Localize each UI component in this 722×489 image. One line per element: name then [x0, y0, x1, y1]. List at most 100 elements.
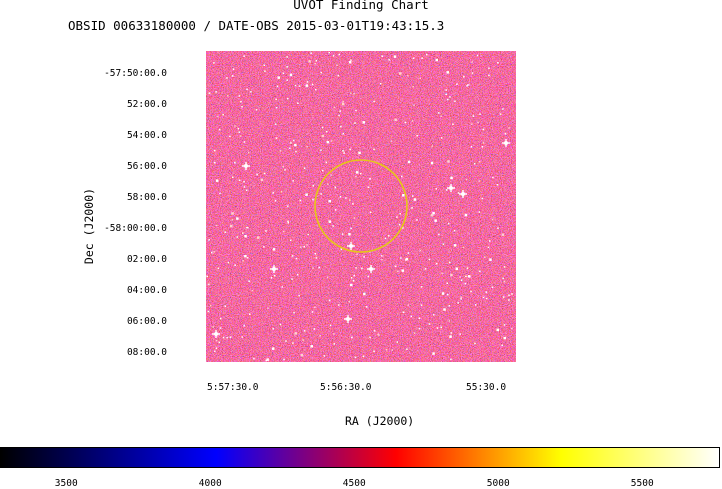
star	[286, 56, 288, 58]
star	[229, 336, 232, 338]
star	[373, 350, 375, 353]
star	[484, 256, 486, 258]
star	[287, 205, 289, 207]
star	[208, 239, 210, 241]
star	[362, 355, 365, 358]
star	[419, 249, 421, 252]
star	[384, 237, 387, 240]
star	[447, 222, 450, 225]
star	[503, 266, 506, 268]
star	[474, 163, 476, 165]
star	[443, 308, 446, 311]
y-tick-label: 02:00.0	[126, 254, 167, 265]
star	[446, 71, 449, 74]
star	[315, 88, 317, 91]
star	[339, 196, 342, 198]
star	[267, 307, 269, 309]
colorbar-tick-label: 5500	[630, 478, 654, 489]
star	[411, 207, 413, 209]
star	[328, 299, 331, 302]
star	[245, 189, 248, 191]
star	[360, 172, 362, 175]
star	[452, 123, 454, 125]
star	[250, 91, 252, 93]
star	[478, 211, 481, 213]
star	[242, 232, 244, 234]
star	[396, 341, 398, 343]
star	[363, 292, 366, 296]
star	[231, 212, 234, 215]
star	[416, 219, 418, 221]
star	[239, 179, 241, 182]
star	[337, 74, 339, 77]
star	[478, 161, 481, 163]
star	[438, 233, 440, 236]
star	[305, 84, 309, 87]
star	[308, 60, 311, 63]
star	[407, 252, 410, 254]
star	[354, 122, 356, 124]
star	[326, 140, 330, 144]
star	[295, 150, 297, 153]
star	[350, 59, 352, 61]
star	[340, 248, 343, 251]
star	[224, 305, 227, 308]
star	[355, 267, 357, 269]
star	[306, 244, 308, 246]
y-tick-label: 52:00.0	[126, 99, 167, 110]
star	[293, 139, 295, 142]
star	[450, 176, 453, 180]
star	[373, 100, 375, 103]
star	[339, 110, 341, 112]
star	[226, 336, 228, 339]
star	[234, 161, 236, 164]
star	[246, 227, 248, 229]
star	[388, 59, 390, 61]
star	[287, 220, 289, 223]
star	[292, 342, 294, 344]
star	[424, 268, 427, 270]
star	[282, 72, 285, 74]
star	[299, 246, 302, 248]
star	[455, 267, 459, 270]
star	[470, 290, 472, 293]
star	[219, 317, 222, 320]
star	[404, 121, 407, 124]
star	[491, 286, 494, 288]
star	[338, 304, 340, 306]
star	[502, 108, 504, 110]
star	[284, 169, 286, 171]
chart-subtitle: OBSID 00633180000 / DATE-OBS 2015-03-01T…	[68, 18, 445, 33]
star	[279, 323, 282, 326]
star	[391, 349, 393, 351]
star	[265, 359, 268, 362]
star	[206, 275, 208, 278]
star	[263, 246, 265, 248]
star	[441, 272, 443, 274]
star	[238, 131, 240, 133]
star	[213, 161, 216, 164]
star	[381, 55, 383, 57]
star	[265, 230, 267, 232]
star	[430, 161, 434, 165]
star	[394, 118, 397, 121]
star	[253, 357, 255, 360]
star	[298, 294, 300, 297]
star	[355, 171, 359, 174]
star	[511, 327, 513, 330]
star	[280, 191, 283, 193]
y-tick-label: 08:00.0	[126, 347, 167, 358]
star	[501, 233, 505, 236]
bright-star-core	[272, 267, 276, 271]
star	[299, 199, 301, 202]
star	[419, 77, 421, 80]
star	[400, 257, 402, 259]
star	[272, 347, 275, 350]
star	[356, 253, 358, 256]
star	[287, 222, 289, 224]
star	[277, 76, 280, 79]
star	[365, 306, 368, 308]
star	[275, 137, 278, 139]
star	[332, 225, 334, 227]
star	[219, 192, 221, 195]
